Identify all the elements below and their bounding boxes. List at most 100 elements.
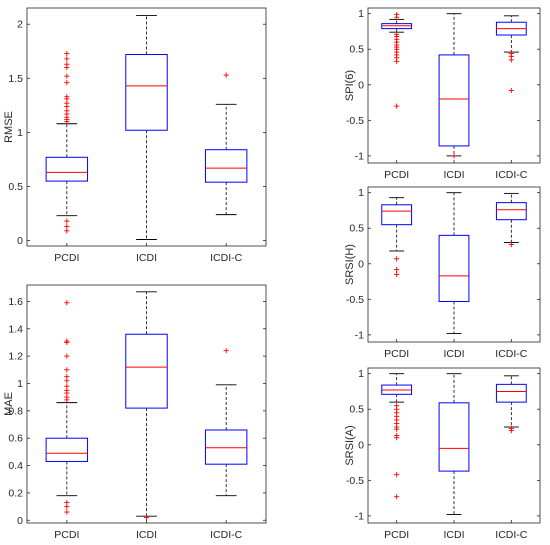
iqr-box	[125, 333, 168, 409]
iqr-box	[438, 54, 470, 147]
iqr-box	[438, 234, 470, 302]
x-tick-label: ICDI-C	[210, 252, 242, 264]
outlier-marker	[508, 241, 514, 248]
outlier-marker	[64, 499, 70, 506]
x-tick-label: ICDI-C	[210, 529, 242, 541]
x-tick-label: ICDI	[444, 169, 465, 181]
x-tick-label: PCDI	[54, 529, 79, 541]
box-icdi-c	[495, 375, 527, 434]
outlier-marker	[64, 94, 70, 100]
y-axis-label: SRSI(H)	[344, 244, 356, 285]
outlier-marker	[394, 271, 400, 278]
y-tick-label: 0.5	[349, 44, 364, 56]
x-tick-label: ICDI-C	[495, 169, 527, 181]
outlier-marker	[64, 353, 70, 359]
outlier-marker	[508, 87, 514, 94]
y-tick-label: 1.5	[8, 73, 23, 85]
chart-panel-4: -1 -0.5 0 0.5 1 SRSI(H) PCDI ICDI ICDI-C	[344, 186, 541, 360]
x-tick-label: ICDI-C	[495, 529, 527, 541]
iqr-box	[204, 429, 248, 465]
outlier-marker	[451, 153, 457, 159]
y-axis-label: SPI(6)	[344, 70, 356, 101]
outlier-marker	[64, 56, 70, 62]
y-tick-label: 1.6	[8, 296, 23, 308]
outlier-marker	[64, 80, 70, 86]
x-tick-label: ICDI	[136, 529, 157, 541]
x-tick-label: ICDI	[444, 348, 465, 360]
box-icdi	[438, 192, 470, 334]
y-tick-label: 0.5	[349, 223, 364, 235]
iqr-box	[438, 402, 470, 472]
outlier-marker	[394, 432, 400, 439]
chart-panel-5: -1 -0.5 0 0.5 1 SRSI(A) PCDI ICDI ICDI-C	[344, 367, 541, 541]
chart-panel-1: 0 0.5 1 1.5 2 RMSE PCDI ICDI ICDI-C	[3, 7, 267, 264]
x-tick-label: PCDI	[384, 169, 409, 181]
iqr-box	[125, 54, 168, 131]
outlier-marker	[64, 73, 70, 79]
chart-panel-3: -1 -0.5 0 0.5 1 SPI(6) PCDI ICDI ICDI-C	[344, 7, 541, 181]
outlier-marker	[394, 31, 400, 37]
iqr-box	[495, 383, 527, 403]
outlier-marker	[64, 383, 70, 389]
y-tick-label: 1	[358, 8, 364, 20]
y-tick-label: 0	[358, 79, 364, 91]
y-axis-label: MAE	[3, 392, 15, 416]
outlier-marker	[394, 256, 400, 262]
y-tick-label: 1.4	[8, 323, 23, 335]
outlier-marker	[394, 403, 400, 409]
y-tick-label: 1	[17, 127, 23, 139]
box-icdi-c	[495, 192, 527, 248]
x-tick-label: PCDI	[54, 252, 79, 264]
outlier-marker	[143, 514, 150, 521]
y-tick-label: 2	[17, 19, 23, 31]
y-tick-label: -0.5	[346, 475, 364, 487]
y-tick-label: 0	[17, 515, 23, 527]
plot-frame	[367, 7, 541, 164]
outlier-marker	[508, 425, 514, 432]
y-tick-label: 0.6	[8, 433, 23, 445]
outlier-marker	[223, 72, 229, 78]
y-tick-label: 0	[17, 235, 23, 247]
outlier-marker	[394, 472, 400, 478]
box-pcdi	[45, 50, 89, 234]
iqr-box	[381, 204, 413, 226]
outlier-marker	[64, 509, 70, 515]
outlier-marker	[64, 338, 70, 344]
x-tick-label: ICDI	[136, 252, 157, 264]
y-tick-label: 0.5	[349, 404, 364, 416]
box-pcdi	[381, 197, 413, 278]
y-tick-label: -1	[355, 510, 364, 522]
y-tick-label: 0.5	[8, 181, 23, 193]
plot-frame	[26, 284, 267, 524]
y-tick-label: 0	[358, 439, 364, 451]
iqr-box	[495, 202, 527, 221]
iqr-box	[45, 156, 89, 182]
box-pcdi	[45, 300, 89, 515]
outlier-marker	[64, 374, 70, 380]
outlier-marker	[223, 348, 229, 354]
y-tick-label: 1.2	[8, 351, 23, 363]
box-icdi-c	[204, 72, 248, 216]
y-tick-label: 0.2	[8, 487, 23, 499]
y-tick-label: -1	[355, 150, 364, 162]
outlier-marker	[394, 266, 400, 273]
box-icdi	[125, 291, 168, 521]
outlier-marker	[394, 11, 400, 17]
outlier-marker	[64, 300, 70, 306]
x-tick-label: ICDI-C	[495, 348, 527, 360]
outlier-marker	[64, 218, 70, 224]
outlier-marker	[394, 494, 400, 500]
iqr-box	[45, 437, 89, 462]
y-tick-label: 0.8	[8, 405, 23, 417]
outlier-marker	[508, 50, 514, 57]
x-tick-label: PCDI	[384, 529, 409, 541]
box-pcdi	[381, 373, 413, 500]
y-tick-label: -1	[355, 329, 364, 341]
outlier-marker	[64, 367, 70, 373]
y-tick-label: 1	[358, 187, 364, 199]
iqr-box	[204, 149, 248, 183]
outlier-marker	[64, 61, 70, 67]
box-icdi	[438, 373, 470, 515]
x-tick-label: ICDI	[444, 529, 465, 541]
